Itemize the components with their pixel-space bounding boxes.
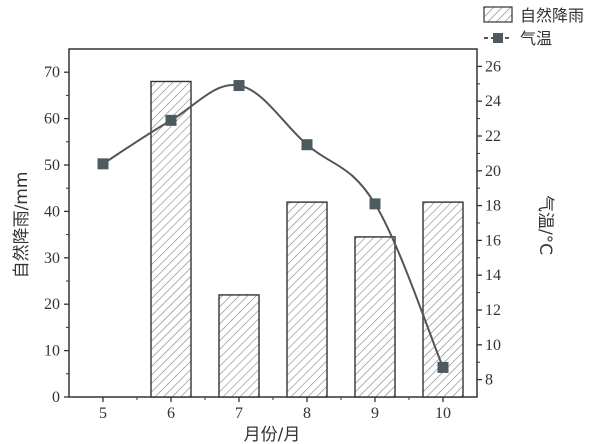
left-y-tick-label-70: 70 xyxy=(44,64,60,81)
x-axis-title: 月份/月 xyxy=(244,425,301,444)
bar-rainfall-7 xyxy=(218,294,260,398)
right-y-axis-title: 气温/°C xyxy=(535,195,555,255)
marker-temperature-10 xyxy=(437,361,449,373)
legend-swatch-temperature-marker xyxy=(493,33,503,43)
marker-temperature-7 xyxy=(233,80,245,92)
right-y-tick-label-12: 12 xyxy=(485,302,501,319)
x-tick-label-6: 6 xyxy=(167,405,175,422)
right-y-tick-label-26: 26 xyxy=(485,58,501,75)
legend-swatch-rainfall xyxy=(483,6,513,23)
left-y-tick-label-60: 60 xyxy=(44,111,60,128)
left-y-tick-label-30: 30 xyxy=(44,250,60,267)
legend: 自然降雨 气温 xyxy=(483,6,584,48)
axes: 5 6 7 8 9 10 0 10 20 30 40 50 60 70 8 10 12 14 16 18 20 22 24 2… xyxy=(44,58,501,422)
left-y-tick-label-20: 20 xyxy=(44,296,60,313)
plot-area-border xyxy=(68,48,478,398)
plot-frame xyxy=(68,48,478,398)
temperature-line xyxy=(97,80,449,373)
left-y-axis-title: 自然降雨/mm xyxy=(12,172,32,279)
rainfall-bars xyxy=(150,80,464,398)
x-tick-label-5: 5 xyxy=(99,405,107,422)
bar-rainfall-9 xyxy=(354,236,396,398)
legend-label-temperature: 气温 xyxy=(520,29,552,48)
x-tick-label-7: 7 xyxy=(235,405,243,422)
x-tick-label-9: 9 xyxy=(371,405,379,422)
right-y-tick-label-14: 14 xyxy=(485,267,501,284)
left-y-tick-label-0: 0 xyxy=(52,389,60,406)
x-tick-label-10: 10 xyxy=(435,405,451,422)
marker-temperature-8 xyxy=(301,139,313,151)
right-y-tick-label-18: 18 xyxy=(485,198,501,215)
marker-temperature-9 xyxy=(369,198,381,210)
left-y-tick-label-50: 50 xyxy=(44,157,60,174)
right-y-tick-label-20: 20 xyxy=(485,163,501,180)
marker-temperature-6 xyxy=(165,114,177,126)
left-y-tick-label-40: 40 xyxy=(44,203,60,220)
bar-rainfall-6 xyxy=(150,80,192,398)
marker-temperature-5 xyxy=(97,158,109,170)
left-y-tick-label-10: 10 xyxy=(44,343,60,360)
right-y-tick-label-10: 10 xyxy=(485,337,501,354)
legend-label-rainfall: 自然降雨 xyxy=(520,6,584,25)
x-tick-label-8: 8 xyxy=(303,405,311,422)
right-y-tick-label-8: 8 xyxy=(485,372,493,389)
right-y-tick-label-22: 22 xyxy=(485,128,501,145)
bar-rainfall-8 xyxy=(286,201,328,398)
right-y-tick-label-24: 24 xyxy=(485,93,501,110)
right-y-tick-label-16: 16 xyxy=(485,232,501,249)
